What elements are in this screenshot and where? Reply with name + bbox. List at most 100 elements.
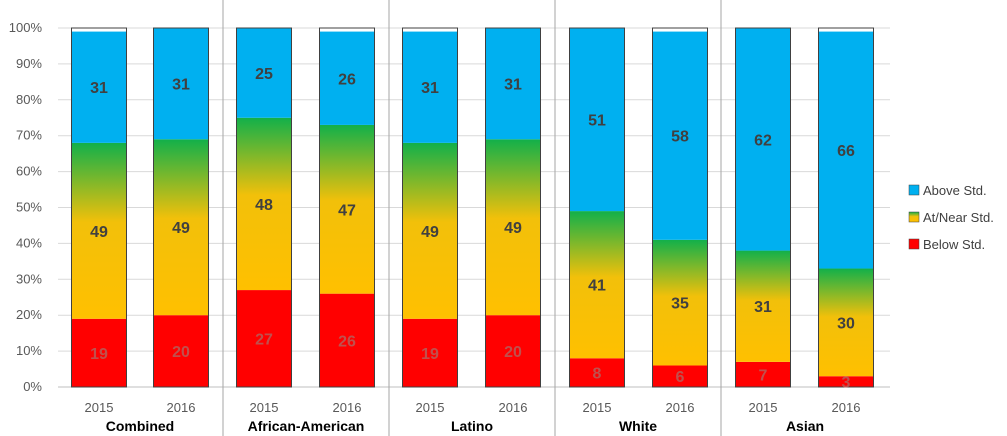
x-tick-year: 2016 — [333, 400, 362, 415]
data-label-above: 66 — [837, 143, 855, 160]
bar-outline — [818, 27, 874, 388]
y-axis: 0% 10% 20% 30% 40% 50% 60% 70% 80% 90% 100% — [9, 20, 43, 394]
bar-segment-at-near — [652, 239, 708, 366]
x-group-label: Asian — [786, 418, 824, 434]
data-label-at-near: 48 — [255, 197, 273, 214]
bar-segment-at-near — [319, 124, 375, 294]
bar-segment-below — [236, 290, 292, 387]
data-label-below: 20 — [172, 344, 190, 361]
data-label-above: 58 — [671, 129, 689, 146]
x-group-label: White — [619, 418, 657, 434]
x-group-label: African-American — [248, 418, 365, 434]
x-axis: 2015 2016 Combined 2015 2016 African-American… — [85, 400, 861, 434]
data-label-above: 31 — [421, 80, 439, 97]
data-label-above: 31 — [504, 77, 522, 94]
legend-label: At/Near Std. — [923, 210, 994, 225]
data-label-at-near: 41 — [588, 278, 606, 295]
bar-segment-at-near — [735, 250, 791, 362]
bar-segment-above — [818, 31, 874, 269]
data-label-above: 62 — [754, 132, 772, 149]
bar-segment-at-near — [153, 139, 209, 316]
bar-segment-below — [818, 376, 874, 387]
x-tick-year: 2015 — [250, 400, 279, 415]
data-label-below: 26 — [338, 333, 356, 350]
bars: 19 49 31 20 49 31 27 48 25 26 47 26 19 49 31 20 49 31 8 41 5… — [71, 27, 874, 392]
y-tick-label: 90% — [16, 56, 42, 71]
bar-outline — [402, 27, 458, 388]
legend-label: Below Std. — [923, 237, 985, 252]
data-label-at-near: 49 — [421, 224, 439, 241]
bar-segment-above — [319, 31, 375, 125]
x-tick-year: 2015 — [583, 400, 612, 415]
x-tick-year: 2016 — [167, 400, 196, 415]
y-tick-label: 10% — [16, 343, 42, 358]
bar-segment-below — [153, 315, 209, 387]
legend-swatch — [908, 184, 920, 196]
bar-segment-above — [652, 31, 708, 240]
data-label-below: 3 — [842, 375, 851, 392]
data-label-below: 19 — [421, 346, 439, 363]
bar-segment-below — [569, 358, 625, 387]
data-label-below: 19 — [90, 346, 108, 363]
bar-outline — [71, 27, 127, 388]
bar-segment-above — [71, 31, 127, 143]
x-tick-year: 2015 — [749, 400, 778, 415]
bar-segment-below — [652, 365, 708, 387]
data-label-below: 6 — [676, 369, 685, 386]
x-tick-year: 2015 — [416, 400, 445, 415]
bar-segment-at-near — [569, 211, 625, 359]
data-label-above: 51 — [588, 113, 606, 130]
bar-segment-below — [485, 315, 541, 387]
data-label-at-near: 49 — [90, 224, 108, 241]
x-tick-year: 2015 — [85, 400, 114, 415]
data-label-at-near: 35 — [671, 296, 689, 313]
legend-label: Above Std. — [923, 183, 987, 198]
x-group-label: Latino — [451, 418, 493, 434]
bar-segment-above — [402, 31, 458, 143]
data-label-above: 31 — [172, 77, 190, 94]
bar-segment-at-near — [236, 117, 292, 291]
data-label-at-near: 47 — [338, 202, 356, 219]
bar-outline — [236, 27, 292, 388]
bar-segment-above — [569, 28, 625, 212]
data-label-at-near: 49 — [504, 220, 522, 237]
y-tick-label: 40% — [16, 235, 42, 250]
data-label-above: 25 — [255, 66, 273, 83]
bar-segment-above — [153, 28, 209, 140]
data-label-below: 8 — [593, 366, 602, 383]
y-tick-label: 50% — [16, 200, 42, 215]
x-tick-year: 2016 — [666, 400, 695, 415]
legend-swatch — [908, 211, 920, 223]
bar-outline — [485, 27, 541, 388]
y-tick-label: 70% — [16, 128, 42, 143]
y-tick-label: 30% — [16, 271, 42, 286]
x-tick-year: 2016 — [499, 400, 528, 415]
bar-segment-below — [71, 318, 127, 387]
y-tick-label: 100% — [9, 20, 43, 35]
x-tick-year: 2016 — [832, 400, 861, 415]
data-label-below: 7 — [759, 367, 768, 384]
bar-segment-at-near — [485, 139, 541, 316]
data-label-above: 26 — [338, 71, 356, 88]
bar-outline — [735, 27, 791, 388]
bar-outline — [153, 27, 209, 388]
group-separators — [222, 0, 722, 436]
data-label-above: 31 — [90, 80, 108, 97]
bar-segment-above — [735, 28, 791, 251]
y-tick-label: 20% — [16, 307, 42, 322]
data-label-at-near: 31 — [754, 299, 772, 316]
bar-segment-above — [485, 28, 541, 140]
bar-segment-below — [319, 293, 375, 387]
y-tick-label: 80% — [16, 92, 42, 107]
bar-segment-at-near — [71, 142, 127, 319]
bar-segment-below — [402, 318, 458, 387]
y-tick-label: 0% — [23, 379, 42, 394]
bar-segment-below — [735, 361, 791, 387]
bar-segment-at-near — [402, 142, 458, 319]
bar-outline — [652, 27, 708, 388]
bar-segment-above — [236, 28, 292, 118]
legend-swatch — [908, 238, 920, 250]
y-tick-label: 60% — [16, 164, 42, 179]
bar-outline — [569, 27, 625, 388]
